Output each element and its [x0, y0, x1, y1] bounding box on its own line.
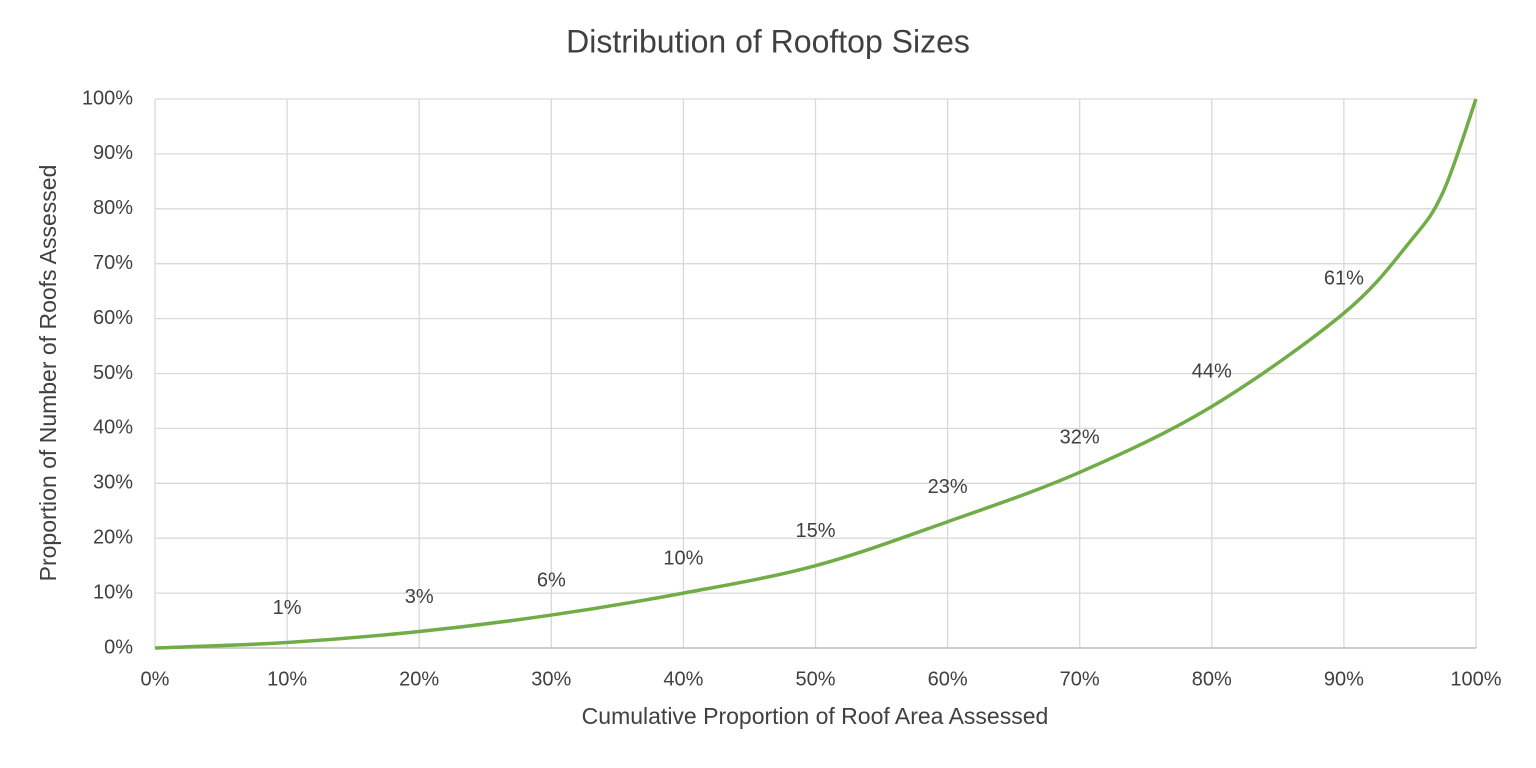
data-label: 1%	[273, 597, 302, 619]
data-label: 10%	[663, 547, 703, 569]
y-tick-label: 90%	[93, 142, 133, 164]
x-tick-label: 80%	[1192, 668, 1232, 690]
x-tick-label: 60%	[928, 668, 968, 690]
data-label: 23%	[928, 476, 968, 498]
data-label: 15%	[795, 520, 835, 542]
x-axis-label: Cumulative Proportion of Roof Area Asses…	[582, 703, 1049, 729]
y-tick-label: 70%	[93, 252, 133, 274]
y-tick-label: 0%	[104, 636, 133, 658]
x-tick-label: 50%	[795, 668, 835, 690]
y-tick-label: 20%	[93, 526, 133, 548]
y-tick-label: 50%	[93, 362, 133, 384]
x-tick-label: 30%	[531, 668, 571, 690]
y-tick-label: 30%	[93, 472, 133, 494]
x-tick-label: 10%	[267, 668, 307, 690]
x-tick-label: 100%	[1450, 668, 1501, 690]
data-label: 3%	[405, 586, 434, 608]
y-tick-label: 10%	[93, 581, 133, 603]
data-label: 44%	[1192, 361, 1232, 383]
data-label: 61%	[1324, 267, 1364, 289]
x-tick-label: 0%	[141, 668, 170, 690]
x-tick-label: 70%	[1060, 668, 1100, 690]
x-tick-label: 40%	[663, 668, 703, 690]
data-label: 6%	[537, 569, 566, 591]
y-tick-label: 40%	[93, 417, 133, 439]
y-tick-label: 100%	[82, 87, 133, 109]
x-tick-label: 20%	[399, 668, 439, 690]
y-tick-label: 80%	[93, 197, 133, 219]
y-tick-label: 60%	[93, 307, 133, 329]
data-line	[154, 98, 1478, 650]
y-axis-label: Proportion of Number of Roofs Assessed	[35, 165, 61, 582]
x-tick-label: 90%	[1324, 668, 1364, 690]
chart-title: Distribution of Rooftop Sizes	[566, 23, 970, 59]
data-label: 32%	[1060, 427, 1100, 449]
